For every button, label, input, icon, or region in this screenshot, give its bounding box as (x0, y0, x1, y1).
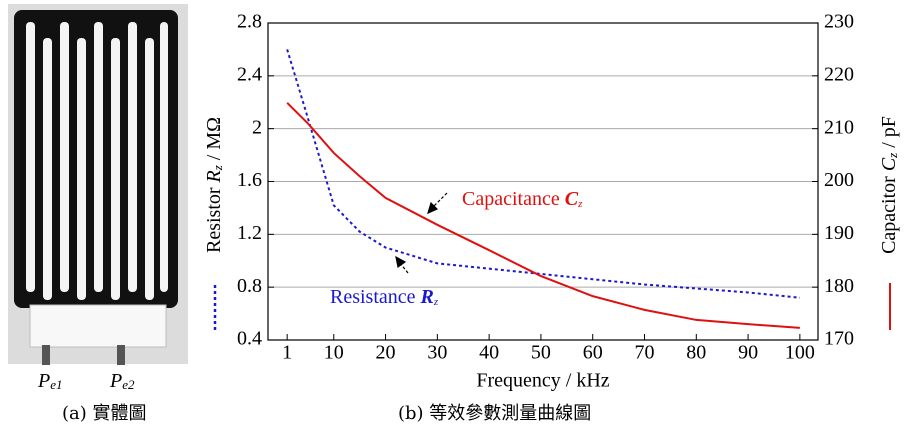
pin-subscript: e2 (122, 377, 135, 392)
series-line (286, 102, 800, 329)
plot-frame (267, 22, 819, 341)
y-axis-label: Resistor Rz / MΩ (203, 117, 225, 253)
x-tick-label: 1 (282, 342, 292, 364)
label-text: Capacitor (878, 171, 900, 254)
x-tick-label: 80 (686, 342, 706, 364)
y2-tick-label: 220 (824, 63, 854, 85)
electrode-slots (26, 22, 168, 300)
y-tick-label: 2 (252, 116, 262, 138)
annotation-subscript: z (433, 296, 439, 308)
caption: (b) 等效參數測量曲線圖 (398, 403, 591, 424)
x-tick-label: 60 (583, 342, 603, 364)
annotation-symbol: R (420, 286, 434, 308)
x-tick-label: 100 (785, 342, 815, 364)
label-subscript: z (885, 153, 900, 159)
label-subscript: z (210, 165, 225, 171)
label-symbol: R (203, 170, 225, 183)
base-block (29, 304, 167, 348)
y2-tick-label: 200 (824, 169, 854, 191)
y-tick-label: 2.8 (237, 11, 262, 33)
x-tick-label: 70 (635, 342, 655, 364)
pin (42, 345, 50, 365)
x-tick-label: 10 (324, 342, 344, 364)
y2-tick-label: 180 (824, 275, 854, 297)
y2-tick-label: 230 (824, 11, 854, 33)
series-annotation: Capacitance Cz (462, 188, 583, 210)
y2-tick-label: 170 (824, 328, 854, 350)
x-tick-label: 40 (479, 342, 499, 364)
label-symbol: C (878, 157, 900, 171)
x-tick-label: 90 (738, 342, 758, 364)
x-tick-label: 30 (427, 342, 447, 364)
y-tick-label: 2.4 (237, 63, 262, 85)
pin-subscript: e1 (50, 377, 62, 392)
label-unit: / MΩ (203, 117, 225, 165)
photo (8, 4, 188, 365)
pin-label: Pe1 (37, 370, 63, 392)
y-tick-label: 0.8 (237, 275, 262, 297)
pin-symbol: P (37, 370, 50, 392)
pin (117, 345, 125, 365)
y2-axis-label: Capacitor Cz / pF (878, 116, 900, 254)
annotation-symbol: C (565, 188, 579, 210)
caption: (a) 實體圖 (62, 403, 147, 424)
annotation-arrows (395, 192, 448, 274)
x-axis-label: Frequency / kHz (476, 370, 609, 392)
pin-label: Pe2 (109, 370, 135, 392)
series-line (286, 49, 800, 299)
annotation-name: Resistance (330, 286, 416, 308)
y2-tick-label: 190 (824, 222, 854, 244)
y-tick-label: 1.2 (237, 222, 262, 244)
y2-tick-label: 210 (824, 116, 854, 138)
annotation-subscript: z (577, 198, 583, 210)
y-tick-label: 1.6 (237, 169, 262, 191)
y-tick-label: 0.4 (237, 328, 262, 350)
annotation-name: Capacitance (462, 188, 560, 210)
series-annotation: Resistance Rz (330, 286, 439, 308)
x-tick-label: 50 (531, 342, 551, 364)
x-tick-label: 20 (376, 342, 396, 364)
pin-symbol: P (109, 370, 122, 392)
label-unit: / pF (878, 116, 900, 153)
label-text: Resistor (203, 182, 225, 253)
